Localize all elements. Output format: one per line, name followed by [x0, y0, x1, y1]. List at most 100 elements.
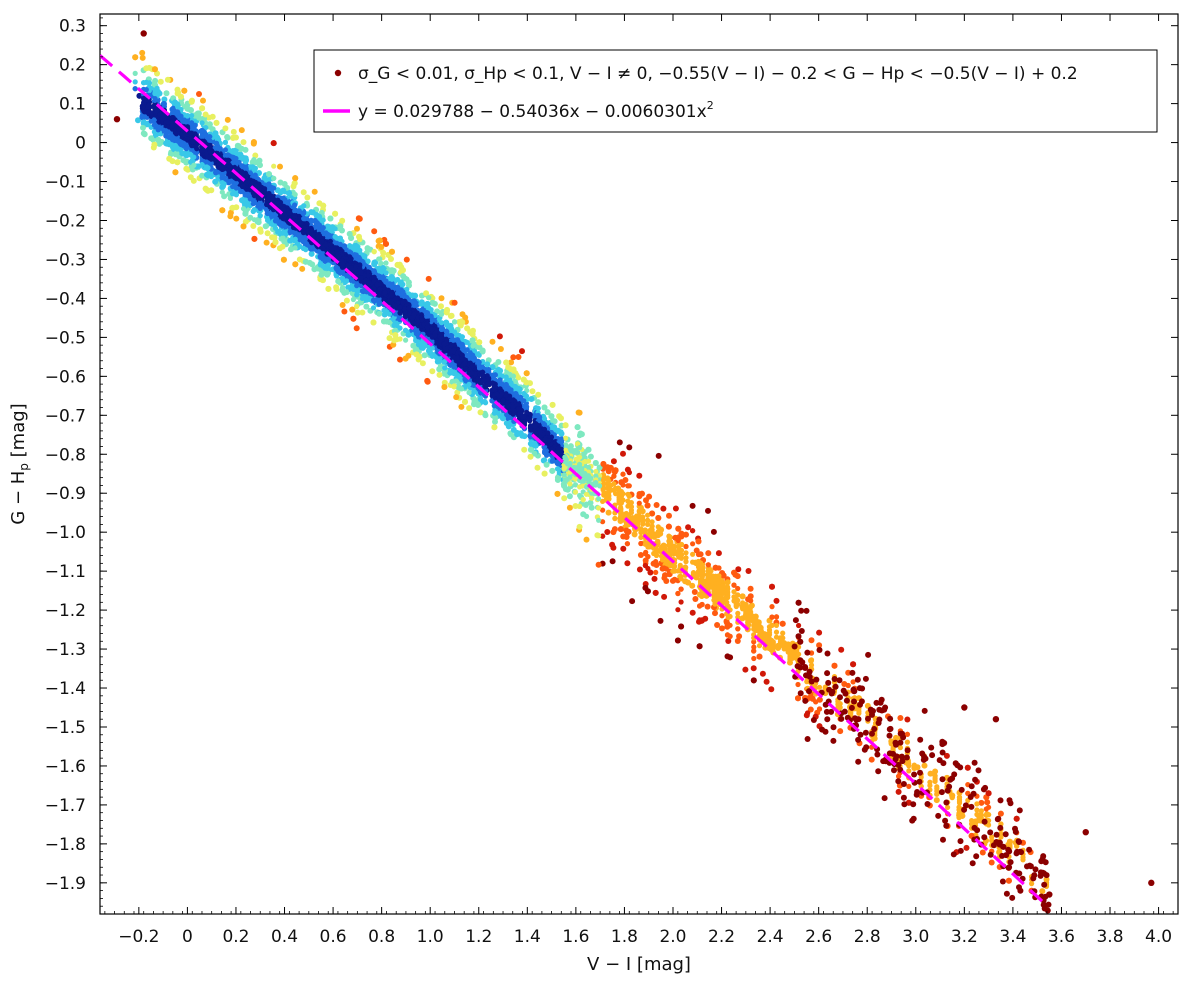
data-point: [200, 97, 206, 104]
data-point: [544, 409, 551, 416]
data-point: [142, 120, 148, 126]
data-point: [837, 728, 844, 735]
data-point: [724, 579, 731, 586]
data-point: [596, 533, 602, 539]
data-point: [675, 525, 682, 532]
data-point: [199, 105, 206, 112]
data-point: [769, 604, 775, 610]
data-point: [527, 441, 534, 447]
data-point: [353, 325, 360, 332]
data-point: [489, 338, 496, 345]
data-point: [429, 368, 436, 375]
data-point: [418, 300, 425, 307]
data-point: [678, 599, 684, 605]
data-point: [838, 646, 845, 653]
data-point: [808, 637, 815, 644]
data-point: [756, 643, 763, 649]
data-point: [727, 654, 734, 661]
data-point: [233, 148, 239, 154]
data-point: [529, 388, 536, 395]
data-point: [742, 666, 749, 673]
data-point: [337, 235, 343, 241]
data-point: [906, 783, 912, 790]
data-point: [476, 352, 482, 358]
data-point: [979, 849, 986, 856]
data-point: [735, 626, 741, 632]
data-point: [151, 141, 158, 148]
data-point: [370, 305, 377, 311]
data-point: [508, 359, 515, 366]
data-point: [205, 187, 211, 194]
data-point: [371, 228, 378, 235]
data-point: [657, 617, 664, 624]
data-point: [865, 651, 872, 658]
data-point: [448, 312, 455, 319]
data-point: [655, 515, 662, 521]
data-point: [277, 179, 284, 186]
data-point: [252, 152, 259, 159]
data-point: [213, 119, 220, 126]
data-point: [341, 308, 348, 315]
data-point: [933, 797, 940, 804]
data-point: [697, 617, 703, 623]
data-point: [264, 230, 271, 237]
data-point: [227, 195, 233, 201]
data-point: [234, 142, 241, 149]
data-point: [604, 529, 611, 535]
data-point: [191, 162, 197, 168]
data-point: [139, 54, 146, 61]
data-point: [576, 409, 583, 416]
data-point: [734, 638, 741, 644]
data-point: [178, 93, 184, 100]
data-point: [251, 157, 257, 164]
data-point: [716, 565, 722, 571]
data-point: [805, 710, 811, 716]
data-point: [1039, 888, 1046, 895]
data-point: [304, 194, 311, 201]
data-point: [397, 356, 403, 363]
data-point: [333, 284, 340, 291]
data-point: [300, 189, 307, 196]
data-point: [139, 49, 146, 56]
data-point: [376, 256, 382, 262]
data-point: [482, 412, 489, 419]
data-point: [558, 429, 564, 435]
data-point: [441, 384, 448, 390]
data-point: [242, 218, 249, 225]
data-point: [714, 622, 721, 628]
data-point: [389, 267, 395, 273]
data-point: [157, 78, 164, 85]
data-point: [626, 444, 633, 451]
data-point: [453, 378, 459, 384]
data-point: [523, 370, 530, 377]
data-point: [543, 461, 550, 468]
data-point: [292, 261, 299, 268]
data-point: [416, 342, 422, 348]
data-point: [233, 192, 239, 198]
data-point: [442, 365, 448, 371]
data-point: [459, 319, 466, 326]
data-point: [354, 303, 360, 309]
data-point: [224, 116, 231, 123]
data-point: [550, 417, 556, 423]
data-point: [458, 403, 465, 410]
data-point: [251, 235, 258, 242]
plot-area: [99, 13, 1179, 915]
data-point: [624, 541, 631, 547]
data-point: [515, 375, 522, 381]
data-point: [997, 810, 1004, 817]
data-point: [441, 379, 448, 386]
data-point: [696, 643, 703, 650]
data-point: [172, 152, 178, 158]
data-point: [376, 310, 383, 317]
data-point: [135, 117, 141, 124]
data-point: [816, 706, 823, 712]
data-point: [340, 285, 346, 291]
data-point: [454, 389, 461, 396]
data-point: [208, 173, 214, 180]
data-point: [796, 622, 802, 629]
data-point: [705, 562, 711, 568]
data-point: [593, 469, 599, 475]
data-point: [636, 491, 642, 497]
data-point: [645, 512, 651, 518]
